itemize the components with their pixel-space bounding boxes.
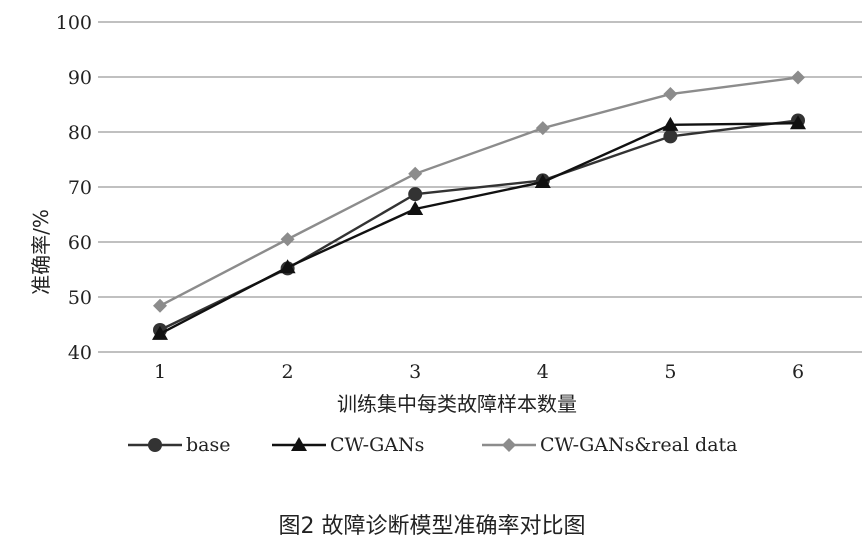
legend-marker-1 [291,437,307,451]
point-2-4 [663,87,678,102]
series-line-1 [159,122,799,335]
y-tick-80: 80 [68,122,92,144]
legend: base CW-GANs CW-GANs&real data [128,434,738,456]
point-1-4 [662,116,679,131]
y-tick-100: 100 [56,12,92,34]
y-tick-70: 70 [68,177,92,199]
point-2-1 [280,232,295,247]
x-tick-5: 5 [664,361,676,383]
x-tick-1: 1 [154,361,166,383]
x-tick-6: 6 [792,361,804,383]
legend-item-1: CW-GANs [272,434,424,456]
figure-caption: 图2 故障诊断模型准确率对比图 [278,514,586,539]
y-tick-labels: 40 50 60 70 80 90 100 [56,12,92,364]
point-1-2 [407,201,424,215]
point-1-1 [279,259,296,274]
x-tick-2: 2 [282,361,294,383]
y-tick-90: 90 [68,67,92,89]
point-1-0 [152,325,168,340]
point-1-3 [534,174,551,189]
x-tick-3: 3 [409,361,421,383]
point-1-5 [790,115,806,130]
point-2-5 [791,70,805,85]
point-0-2 [408,187,423,202]
y-tick-60: 60 [68,232,92,254]
legend-item-0: base [128,434,231,456]
series-1 [152,115,806,340]
x-axis-label: 训练集中每类故障样本数量 [337,392,577,416]
point-0-4 [663,129,678,144]
legend-marker-0 [148,438,162,452]
line-chart: 40 50 60 70 80 90 100 1 2 3 4 5 6 准确率/% 训练集中每类故障样本数… [29,12,862,456]
point-2-2 [408,166,423,181]
point-2-3 [535,121,550,136]
x-tick-labels: 1 2 3 4 5 6 [154,361,804,383]
legend-label-0: base [186,434,231,456]
point-2-0 [153,298,167,313]
series-group [152,70,806,340]
y-axis-label: 准确率/% [29,209,53,295]
y-tick-40: 40 [68,342,92,364]
series-2 [153,70,805,313]
legend-label-1: CW-GANs [330,434,424,456]
legend-label-2: CW-GANs&real data [540,434,738,456]
y-tick-50: 50 [68,287,92,309]
x-tick-4: 4 [537,361,549,383]
legend-marker-2 [502,438,516,452]
series-0 [153,113,805,337]
grid-lines [98,21,862,353]
legend-item-2: CW-GANs&real data [482,434,738,456]
series-line-2 [159,76,799,307]
